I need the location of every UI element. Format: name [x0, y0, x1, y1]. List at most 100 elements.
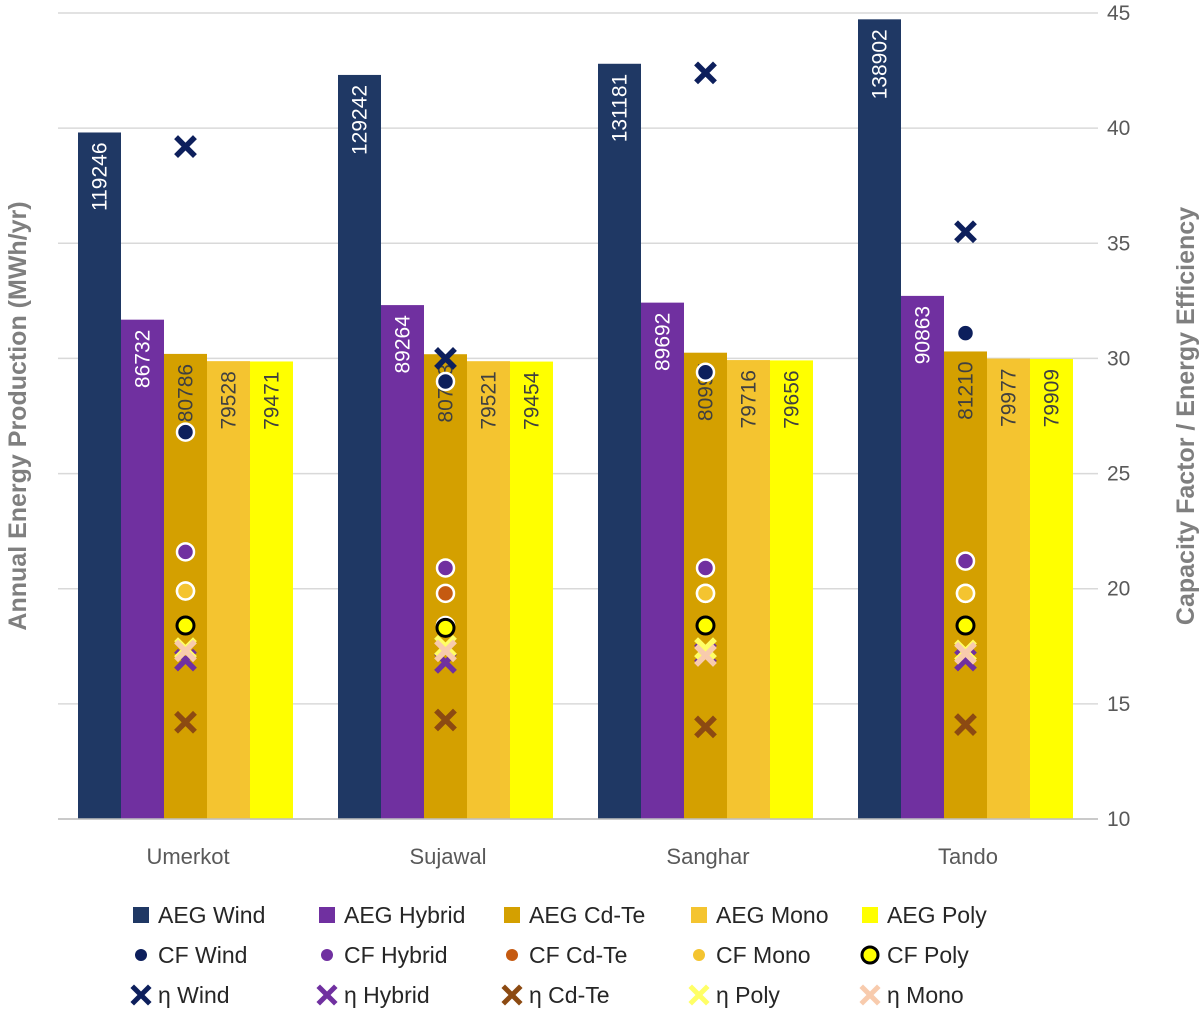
legend-label: CF Mono [716, 942, 811, 968]
data-label: 79656 [781, 370, 804, 428]
legend-label: CF Hybrid [344, 942, 448, 968]
marker-eta-mono-tando [954, 641, 977, 665]
legend-item-aeg-mono: AEG Mono [691, 902, 829, 928]
marker-eta-wind-sanghar [694, 61, 717, 85]
marker-cf-poly-tando [955, 615, 976, 636]
legend-item-cf-poly: CF Poly [860, 942, 969, 968]
marker-cf-poly-sujawal [435, 617, 456, 638]
category-label: Sujawal [409, 844, 486, 869]
right-axis-tick-label: 35 [1107, 232, 1130, 255]
legend-swatch [693, 949, 705, 961]
legend-item-cf-hybrid: CF Hybrid [321, 942, 448, 968]
category-label: Umerkot [146, 844, 229, 869]
marker-cf-mono-umerkot [175, 581, 196, 601]
marker-cf-cd-te-sujawal [435, 583, 456, 604]
legend-label: AEG Hybrid [344, 902, 465, 928]
marker-eta-cd-te-umerkot [174, 710, 197, 734]
bar-aeg-wind-sujawal [338, 74, 381, 819]
bar-aeg-wind-sanghar [598, 63, 641, 820]
markers [174, 61, 977, 739]
marker-eta-cd-te-sanghar [694, 715, 717, 739]
marker-eta-mono-umerkot [174, 639, 197, 663]
bar-aeg-poly-umerkot [250, 361, 293, 819]
legend-swatch [130, 984, 152, 1006]
legend-label: AEG Cd-Te [529, 902, 645, 928]
bar-aeg-wind-tando [858, 19, 901, 819]
bar-aeg-mono-sanghar [727, 360, 770, 819]
marker-cf-mono-tando [955, 583, 976, 604]
marker-eta-wind-umerkot [174, 135, 197, 158]
legend-label: η Hybrid [344, 982, 430, 1008]
right-axis-tick-label: 25 [1107, 463, 1130, 486]
marker-eta-mono-sanghar [694, 644, 717, 667]
data-label: 79909 [1041, 369, 1064, 427]
legend-label: η Cd-Te [529, 982, 610, 1008]
legend-swatch [319, 907, 335, 923]
marker-cf-hybrid-sanghar [695, 558, 716, 578]
data-label: 131181 [609, 74, 632, 143]
legend-label: CF Poly [887, 942, 969, 968]
legend-swatch [860, 945, 880, 965]
marker-cf-hybrid-sujawal [435, 558, 456, 578]
legend-swatch [133, 907, 149, 923]
legend-item-cf-wind: CF Wind [135, 942, 247, 968]
legend-item-cf-cd-te: CF Cd-Te [506, 942, 627, 968]
legend-item-aeg-hybrid: AEG Hybrid [319, 902, 465, 928]
right-axis-tick-label: 30 [1107, 347, 1130, 370]
right-axis-tick-label: 45 [1107, 2, 1130, 25]
legend: AEG Wind AEG Hybrid AEG Cd-Te AEG Mono AEG P… [130, 902, 987, 1008]
legend-label: η Poly [716, 982, 780, 1008]
legend-swatch [688, 984, 710, 1006]
marker-cf-poly-sanghar [695, 615, 716, 636]
marker-eta-wind-sujawal [434, 347, 457, 370]
bar-aeg-poly-sujawal [510, 361, 553, 819]
marker-cf-mono-sanghar [695, 583, 716, 604]
legend-label: CF Cd-Te [529, 942, 627, 968]
bar-aeg-hybrid-umerkot [121, 319, 164, 819]
legend-item-aeg-cd-te: AEG Cd-Te [504, 902, 645, 928]
legend-swatch [504, 907, 520, 923]
bar-aeg-hybrid-sanghar [641, 302, 684, 819]
bar-aeg-wind-umerkot [78, 132, 121, 819]
marker-eta-wind-tando [954, 220, 977, 244]
marker-cf-poly-umerkot [175, 615, 196, 636]
legend-item-eta-mono: η Mono [859, 982, 964, 1008]
legend-label: η Wind [158, 982, 230, 1008]
legend-swatch [501, 984, 523, 1006]
bar-aeg-hybrid-tando [901, 295, 944, 819]
bar-aeg-mono-sujawal [467, 361, 510, 819]
right-axis-title: Capacity Factor / Energy Efficiency [1172, 207, 1200, 625]
legend-item-aeg-wind: AEG Wind [133, 902, 265, 928]
left-axis-title: Annual Energy Production (MWh/yr) [4, 201, 32, 630]
data-label: 79454 [521, 371, 544, 430]
legend-label: η Mono [887, 982, 964, 1008]
category-label: Tando [938, 844, 998, 869]
marker-cf-wind-tando [955, 323, 976, 343]
legend-item-eta-cd-te: η Cd-Te [501, 982, 610, 1008]
marker-eta-poly-sujawal [434, 634, 457, 658]
data-label: 138902 [869, 29, 892, 99]
bars [78, 19, 1073, 820]
bar-aeg-mono-tando [987, 358, 1030, 819]
legend-swatch [506, 949, 518, 961]
data-label: 89692 [652, 313, 675, 371]
legend-label: AEG Mono [716, 902, 829, 928]
legend-label: CF Wind [158, 942, 247, 968]
right-axis-tick-label: 40 [1107, 117, 1130, 140]
data-label: 79716 [738, 370, 761, 428]
bar-aeg-poly-sanghar [770, 360, 813, 819]
legend-item-aeg-poly: AEG Poly [862, 902, 987, 928]
legend-item-eta-hybrid: η Hybrid [316, 982, 430, 1008]
legend-label: AEG Poly [887, 902, 987, 928]
marker-cf-hybrid-umerkot [175, 542, 196, 562]
marker-eta-cd-te-sujawal [434, 708, 457, 732]
data-label: 79528 [218, 371, 241, 429]
data-label: 119246 [89, 142, 112, 211]
legend-item-eta-poly: η Poly [688, 982, 780, 1008]
data-label: 86732 [132, 330, 155, 388]
legend-swatch [316, 984, 338, 1006]
data-label: 79521 [478, 371, 501, 429]
